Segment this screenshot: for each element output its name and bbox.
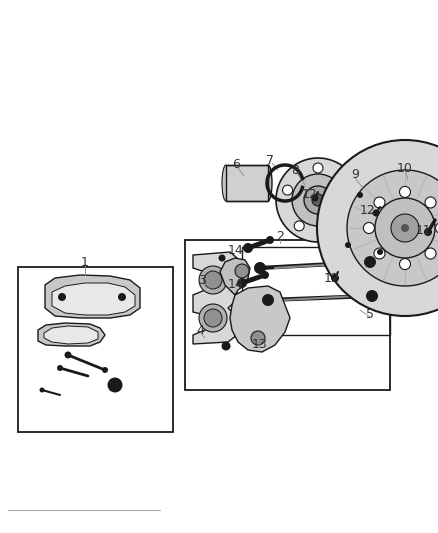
- Circle shape: [401, 224, 409, 232]
- Circle shape: [317, 140, 438, 316]
- Text: 7: 7: [266, 154, 274, 166]
- Circle shape: [204, 271, 222, 289]
- Circle shape: [399, 259, 410, 270]
- Circle shape: [312, 194, 324, 206]
- Circle shape: [199, 266, 227, 294]
- Circle shape: [237, 278, 247, 288]
- Circle shape: [391, 214, 419, 242]
- Circle shape: [251, 331, 265, 345]
- Bar: [185, 240, 390, 390]
- Circle shape: [219, 254, 226, 262]
- Text: 14: 14: [228, 244, 244, 256]
- Circle shape: [374, 197, 385, 208]
- Circle shape: [204, 309, 222, 327]
- Text: 6: 6: [232, 158, 240, 172]
- Polygon shape: [52, 283, 135, 315]
- Circle shape: [364, 256, 376, 268]
- Text: 9: 9: [351, 168, 359, 182]
- Circle shape: [313, 163, 323, 173]
- Circle shape: [294, 221, 304, 231]
- Circle shape: [311, 195, 318, 201]
- Text: 8: 8: [291, 164, 299, 176]
- Circle shape: [243, 243, 253, 253]
- Text: 13: 13: [252, 338, 268, 351]
- Ellipse shape: [264, 165, 272, 201]
- Circle shape: [366, 290, 378, 302]
- Text: 10: 10: [397, 161, 413, 174]
- Polygon shape: [44, 326, 98, 344]
- Circle shape: [399, 187, 410, 197]
- Bar: [226, 165, 268, 201]
- Circle shape: [343, 185, 353, 195]
- Circle shape: [276, 158, 360, 242]
- Polygon shape: [230, 286, 290, 352]
- Text: 5: 5: [366, 309, 374, 321]
- Circle shape: [118, 293, 126, 301]
- Bar: [242, 247, 390, 335]
- Circle shape: [222, 342, 230, 351]
- Text: 3: 3: [198, 273, 206, 287]
- Polygon shape: [45, 275, 140, 318]
- Bar: [18, 267, 173, 432]
- Circle shape: [354, 204, 386, 236]
- Circle shape: [364, 222, 374, 233]
- Polygon shape: [340, 252, 365, 295]
- Circle shape: [292, 174, 344, 226]
- Circle shape: [261, 271, 269, 279]
- Circle shape: [235, 264, 249, 278]
- Circle shape: [39, 387, 45, 392]
- Circle shape: [331, 274, 339, 282]
- Circle shape: [199, 304, 227, 332]
- Circle shape: [362, 212, 378, 228]
- Text: 4: 4: [196, 324, 204, 336]
- Circle shape: [425, 197, 436, 208]
- Circle shape: [345, 242, 351, 248]
- Circle shape: [64, 351, 71, 359]
- Circle shape: [283, 185, 293, 195]
- Text: 12: 12: [324, 271, 340, 285]
- Circle shape: [347, 170, 438, 286]
- Text: 14: 14: [228, 279, 244, 292]
- Text: 2: 2: [276, 230, 284, 244]
- Circle shape: [266, 236, 274, 244]
- Circle shape: [372, 209, 379, 216]
- Circle shape: [58, 293, 66, 301]
- Text: 12: 12: [302, 189, 318, 201]
- Circle shape: [435, 222, 438, 233]
- Circle shape: [375, 198, 435, 258]
- Polygon shape: [38, 323, 105, 346]
- Circle shape: [377, 249, 383, 255]
- Polygon shape: [220, 258, 250, 295]
- Polygon shape: [193, 252, 237, 344]
- Circle shape: [425, 248, 436, 259]
- Circle shape: [357, 192, 363, 198]
- Circle shape: [332, 221, 342, 231]
- Circle shape: [102, 367, 108, 373]
- Circle shape: [254, 262, 266, 274]
- Ellipse shape: [222, 165, 230, 201]
- Circle shape: [374, 248, 385, 259]
- Circle shape: [424, 228, 432, 236]
- Circle shape: [57, 365, 63, 371]
- Text: 1: 1: [81, 255, 89, 269]
- Text: 12: 12: [360, 204, 376, 216]
- Circle shape: [107, 377, 123, 392]
- Circle shape: [304, 186, 332, 214]
- Polygon shape: [342, 170, 398, 265]
- Circle shape: [262, 294, 274, 306]
- Text: 11: 11: [416, 223, 432, 237]
